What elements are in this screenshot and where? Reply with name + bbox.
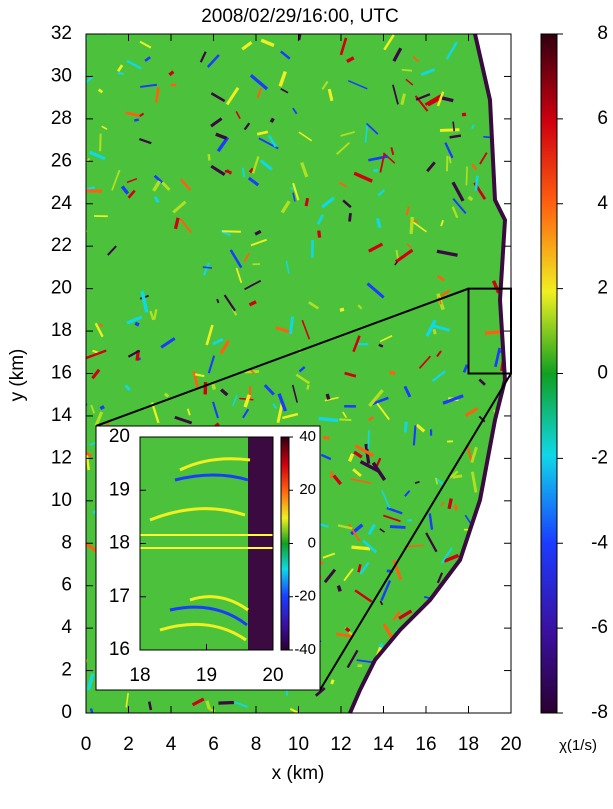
inset-field <box>140 437 273 650</box>
colorbar-tick-label: 0 <box>597 363 608 384</box>
y-tick-label: 26 <box>51 150 72 171</box>
y-tick-label: 18 <box>51 320 72 341</box>
y-axis-label: y (km) <box>7 349 28 402</box>
x-tick-label: 10 <box>288 734 309 755</box>
inset-x-tick-label: 19 <box>196 665 217 686</box>
inset-y-tick-label: 18 <box>109 533 130 554</box>
colorbar-tick-label: 8 <box>597 23 608 44</box>
colorbar-tick-label: 2 <box>597 278 608 299</box>
y-tick-label: 2 <box>61 660 72 681</box>
x-tick-label: 6 <box>208 734 219 755</box>
colorbar <box>540 33 558 714</box>
x-tick-label: 18 <box>458 734 479 755</box>
inset-colorbar-tick-label: 40 <box>299 428 316 445</box>
inset-colorbar-tick-label: -20 <box>294 588 316 605</box>
x-axis-label: x (km) <box>272 763 325 784</box>
inset-colorbar-tick-label: 20 <box>299 481 316 498</box>
y-tick-label: 30 <box>51 65 72 86</box>
inset-y-tick-label: 16 <box>109 639 130 660</box>
inset-x-tick-label: 18 <box>129 665 150 686</box>
y-tick-label: 0 <box>61 702 72 723</box>
zoom-links <box>95 287 512 691</box>
y-tick-label: 28 <box>51 108 72 129</box>
x-tick-label: 2 <box>123 734 134 755</box>
inset-y-tick-label: 19 <box>109 479 130 500</box>
inset-x-tick-label: 20 <box>262 665 283 686</box>
x-tick-label: 16 <box>415 734 436 755</box>
inset-y-tick-label: 20 <box>109 426 130 447</box>
x-tick-label: 12 <box>330 734 351 755</box>
colorbar-tick-label: 6 <box>597 108 608 129</box>
colorbar-tick-label: -6 <box>591 617 608 638</box>
land <box>350 34 511 713</box>
y-tick-label: 24 <box>51 193 73 214</box>
colorbar-tick-label: 4 <box>597 193 608 214</box>
y-tick-label: 32 <box>51 23 72 44</box>
colorbar-tick-label: -8 <box>591 702 608 723</box>
y-tick-label: 20 <box>51 278 72 299</box>
inset-y-tick-label: 17 <box>109 586 130 607</box>
coast <box>348 33 508 714</box>
x-tick-label: 20 <box>500 734 521 755</box>
x-tick-label: 4 <box>166 734 177 755</box>
y-tick-label: 6 <box>61 575 72 596</box>
y-tick-label: 22 <box>51 235 72 256</box>
y-tick-label: 16 <box>51 363 72 384</box>
zoom-link <box>319 372 512 691</box>
chart-title: 2008/02/29/16:00, UTC <box>201 6 399 27</box>
inset-colorbar-tick-label: 0 <box>308 534 316 551</box>
y-tick-label: 14 <box>51 405 73 426</box>
zoom-box <box>467 287 512 375</box>
inset-colorbar <box>280 436 290 651</box>
y-tick-label: 10 <box>51 490 72 511</box>
x-tick-label: 14 <box>373 734 395 755</box>
y-tick-label: 12 <box>51 447 72 468</box>
zoom-link <box>95 287 469 427</box>
inset-colorbar-tick-label: -40 <box>294 641 316 658</box>
colorbar-tick-label: -4 <box>591 532 608 553</box>
x-tick-label: 0 <box>81 734 92 755</box>
colorbar-tick-label: -2 <box>591 447 608 468</box>
y-tick-label: 4 <box>61 617 72 638</box>
colorbar-label: χ(1/s) <box>559 737 597 754</box>
y-tick-label: 8 <box>61 532 72 553</box>
x-tick-label: 8 <box>251 734 262 755</box>
